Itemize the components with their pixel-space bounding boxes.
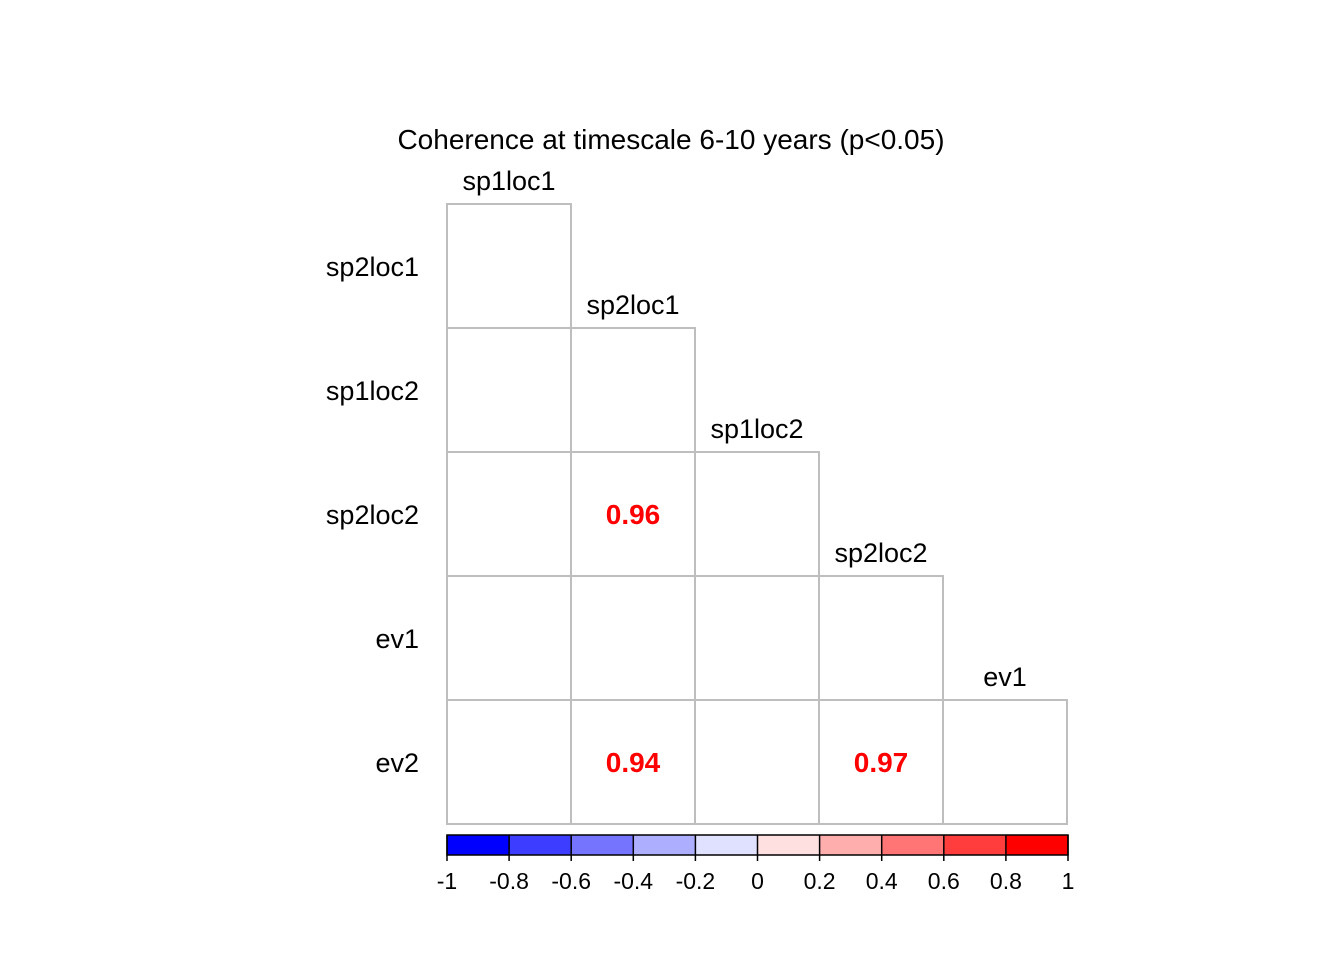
colorbar-segment-9 [1005, 835, 1069, 855]
cell-values: 0.96 0.94 0.97 [606, 499, 909, 778]
cell-value-ev2-sp2loc2: 0.97 [854, 747, 909, 778]
colorbar-tick-label-4: -0.2 [676, 868, 716, 894]
row-label-sp2loc1: sp2loc1 [326, 252, 419, 282]
colorbar-tick-label-5: 0 [751, 868, 764, 894]
colorbar-segment-0 [447, 835, 510, 855]
grid-cell-ev2-sp1loc2 [694, 699, 820, 825]
colorbar-segment-7 [881, 835, 945, 855]
column-label-sp2loc2: sp2loc2 [834, 538, 927, 568]
column-label-sp1loc1: sp1loc1 [462, 166, 555, 196]
colorbar-segment-8 [943, 835, 1007, 855]
colorbar-segment-4 [695, 835, 758, 855]
colorbar-tick-label-0: -1 [437, 868, 457, 894]
row-label-ev1: ev1 [375, 624, 419, 654]
grid-cell-sp2loc2-sp2loc1 [570, 451, 696, 577]
colorbar-tick-label-7: 0.4 [866, 868, 898, 894]
grid-cell-ev1-sp1loc1 [446, 575, 572, 701]
colorbar-segment-3 [633, 835, 696, 855]
colorbar-tick-label-1: -0.8 [489, 868, 529, 894]
grid-cell-sp1loc2-sp2loc1 [570, 327, 696, 453]
colorbar-tick-label-6: 0.2 [804, 868, 836, 894]
row-label-sp2loc2: sp2loc2 [326, 500, 419, 530]
colorbar-segment-2 [571, 835, 634, 855]
grid-cell-ev2-sp2loc2 [818, 699, 944, 825]
colorbar [446, 834, 1069, 856]
grid-cell-ev1-sp1loc2 [694, 575, 820, 701]
colorbar-tick-label-9: 0.8 [990, 868, 1022, 894]
cell-value-ev2-sp2loc1: 0.94 [606, 747, 661, 778]
grid-cell-sp2loc2-sp1loc2 [694, 451, 820, 577]
column-label-sp2loc1: sp2loc1 [586, 290, 679, 320]
grid-cell-sp2loc1-sp1loc1 [446, 203, 572, 329]
column-labels: sp1loc1 sp2loc1 sp1loc2 sp2loc2 ev1 [462, 166, 1026, 692]
row-label-ev2: ev2 [375, 748, 419, 778]
grid-cell-ev2-ev1 [942, 699, 1068, 825]
colorbar-tick-label-8: 0.6 [928, 868, 960, 894]
colorbar-segment-1 [509, 835, 572, 855]
colorbar-tick-label-2: -0.6 [551, 868, 591, 894]
triangle-grid [446, 203, 1068, 825]
row-label-sp1loc2: sp1loc2 [326, 376, 419, 406]
colorbar-ticks: -1 -0.8 -0.6 -0.4 -0.2 0 0.2 0.4 0.6 0.8 1 [437, 835, 1075, 894]
grid-cell-ev2-sp2loc1 [570, 699, 696, 825]
grid-cell-ev1-sp2loc1 [570, 575, 696, 701]
chart-title: Coherence at timescale 6-10 years (p<0.0… [397, 124, 944, 155]
column-label-sp1loc2: sp1loc2 [710, 414, 803, 444]
grid-cell-ev1-sp2loc2 [818, 575, 944, 701]
colorbar-segment-6 [819, 835, 883, 855]
column-label-ev1: ev1 [983, 662, 1027, 692]
colorbar-tick-label-10: 1 [1062, 868, 1075, 894]
grid-cell-ev2-sp1loc1 [446, 699, 572, 825]
grid-cell-sp2loc2-sp1loc1 [446, 451, 572, 577]
row-labels: sp2loc1 sp1loc2 sp2loc2 ev1 ev2 [326, 252, 419, 778]
colorbar-tick-label-3: -0.4 [613, 868, 653, 894]
colorbar-segment-5 [757, 835, 821, 855]
cell-value-sp2loc2-sp2loc1: 0.96 [606, 499, 661, 530]
grid-cell-sp1loc2-sp1loc1 [446, 327, 572, 453]
